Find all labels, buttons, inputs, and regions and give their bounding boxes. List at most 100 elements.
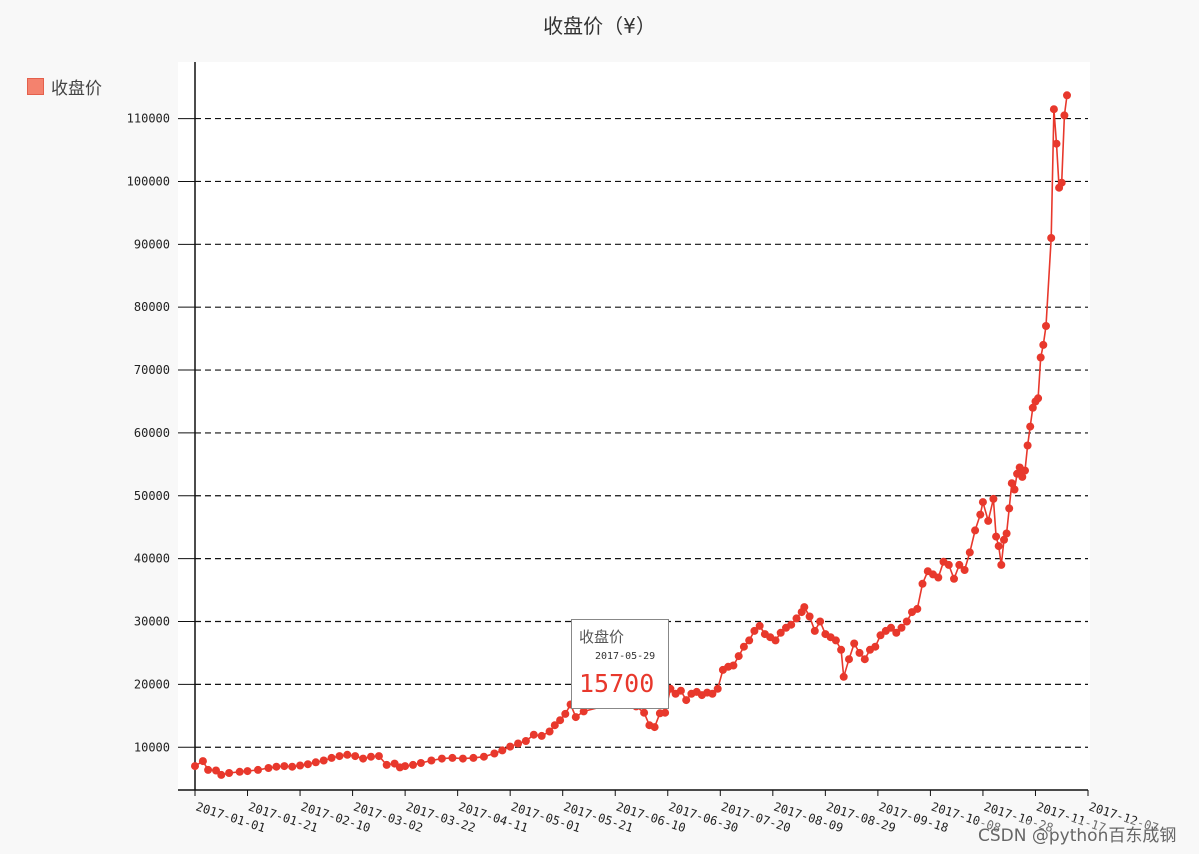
data-point xyxy=(416,759,425,767)
data-point xyxy=(729,661,738,670)
data-point xyxy=(1005,504,1014,513)
data-point xyxy=(640,708,649,717)
data-point xyxy=(739,642,748,651)
data-point xyxy=(902,617,911,626)
data-point xyxy=(839,672,848,681)
data-point xyxy=(810,626,819,635)
data-point xyxy=(288,762,297,771)
grid-lines xyxy=(195,117,1088,748)
data-point xyxy=(561,709,570,718)
data-point xyxy=(514,739,523,748)
data-point xyxy=(254,765,262,774)
data-point xyxy=(401,762,410,771)
data-point xyxy=(448,753,457,762)
y-axis: 10000 20000 30000 40000 50000 60000 70000 80000… xyxy=(127,62,196,790)
data-point xyxy=(1042,322,1050,330)
data-point xyxy=(994,542,1003,551)
data-point xyxy=(1052,139,1061,148)
data-point xyxy=(272,762,281,771)
data-point xyxy=(537,731,546,740)
data-point xyxy=(745,636,754,645)
data-point xyxy=(978,498,987,507)
data-point xyxy=(579,707,588,716)
data-point xyxy=(816,617,825,626)
y-tick-label: 40000 xyxy=(134,552,170,566)
y-tick-label: 90000 xyxy=(134,237,170,251)
data-point xyxy=(382,760,391,769)
data-point xyxy=(1060,111,1069,120)
data-point xyxy=(217,770,226,779)
data-point xyxy=(876,631,885,640)
data-point xyxy=(831,636,840,645)
data-point xyxy=(490,749,499,758)
chart-title: 收盘价（¥） xyxy=(543,14,656,38)
data-point xyxy=(556,716,565,725)
y-tick-label: 70000 xyxy=(134,363,170,377)
data-point xyxy=(303,760,312,769)
data-point xyxy=(296,761,305,770)
data-point xyxy=(805,612,814,621)
data-point xyxy=(311,758,320,767)
y-tick-label: 60000 xyxy=(134,426,170,440)
data-point xyxy=(545,727,554,736)
data-point xyxy=(506,742,515,751)
data-point xyxy=(855,648,864,657)
data-point xyxy=(871,642,880,651)
y-tick-label: 30000 xyxy=(134,615,170,629)
series-close-price xyxy=(191,91,1071,779)
data-point xyxy=(1010,485,1019,494)
data-point xyxy=(479,752,488,761)
data-point xyxy=(771,636,780,645)
data-point xyxy=(971,526,980,535)
data-point xyxy=(191,762,199,771)
data-point xyxy=(1002,529,1011,538)
data-point xyxy=(992,532,1001,541)
data-point xyxy=(437,754,446,763)
data-point xyxy=(1057,178,1066,187)
data-point xyxy=(458,754,467,763)
legend[interactable]: 收盘价 xyxy=(27,74,102,99)
data-point xyxy=(682,696,691,705)
data-point xyxy=(650,723,659,732)
data-point xyxy=(713,684,722,693)
tooltip-value: 15700 xyxy=(579,669,655,698)
data-point xyxy=(1007,479,1016,488)
data-point xyxy=(243,767,252,776)
data-point xyxy=(374,752,383,761)
data-point xyxy=(976,510,985,519)
tooltip: 收盘价 2017-05-29 15700 xyxy=(571,619,669,709)
data-point xyxy=(1036,353,1045,362)
data-point xyxy=(913,604,922,613)
data-point xyxy=(204,765,213,774)
data-point xyxy=(327,753,336,762)
data-point xyxy=(787,620,796,629)
data-point xyxy=(776,628,785,637)
data-point xyxy=(212,766,220,775)
data-point xyxy=(934,573,943,582)
y-tick-label: 80000 xyxy=(134,300,170,314)
data-point xyxy=(800,603,809,612)
y-tick-label: 20000 xyxy=(134,677,170,691)
data-point xyxy=(367,752,375,761)
data-point xyxy=(1063,91,1071,100)
data-point xyxy=(897,623,906,632)
data-point xyxy=(1021,466,1029,475)
data-point xyxy=(1039,340,1048,349)
watermark: CSDN @python百东成钢 xyxy=(978,821,1177,846)
data-point xyxy=(837,645,846,654)
data-point xyxy=(550,721,559,730)
data-point xyxy=(708,689,717,698)
data-point xyxy=(892,628,901,637)
data-point xyxy=(887,623,895,632)
data-point xyxy=(529,730,538,739)
data-point xyxy=(1034,394,1043,403)
data-point xyxy=(335,752,344,761)
data-point xyxy=(235,767,244,776)
data-point xyxy=(1023,441,1032,450)
data-point xyxy=(750,626,759,635)
tooltip-title: 收盘价 xyxy=(579,628,625,646)
data-point xyxy=(792,614,801,623)
data-point xyxy=(427,756,436,765)
data-point xyxy=(1049,105,1058,114)
